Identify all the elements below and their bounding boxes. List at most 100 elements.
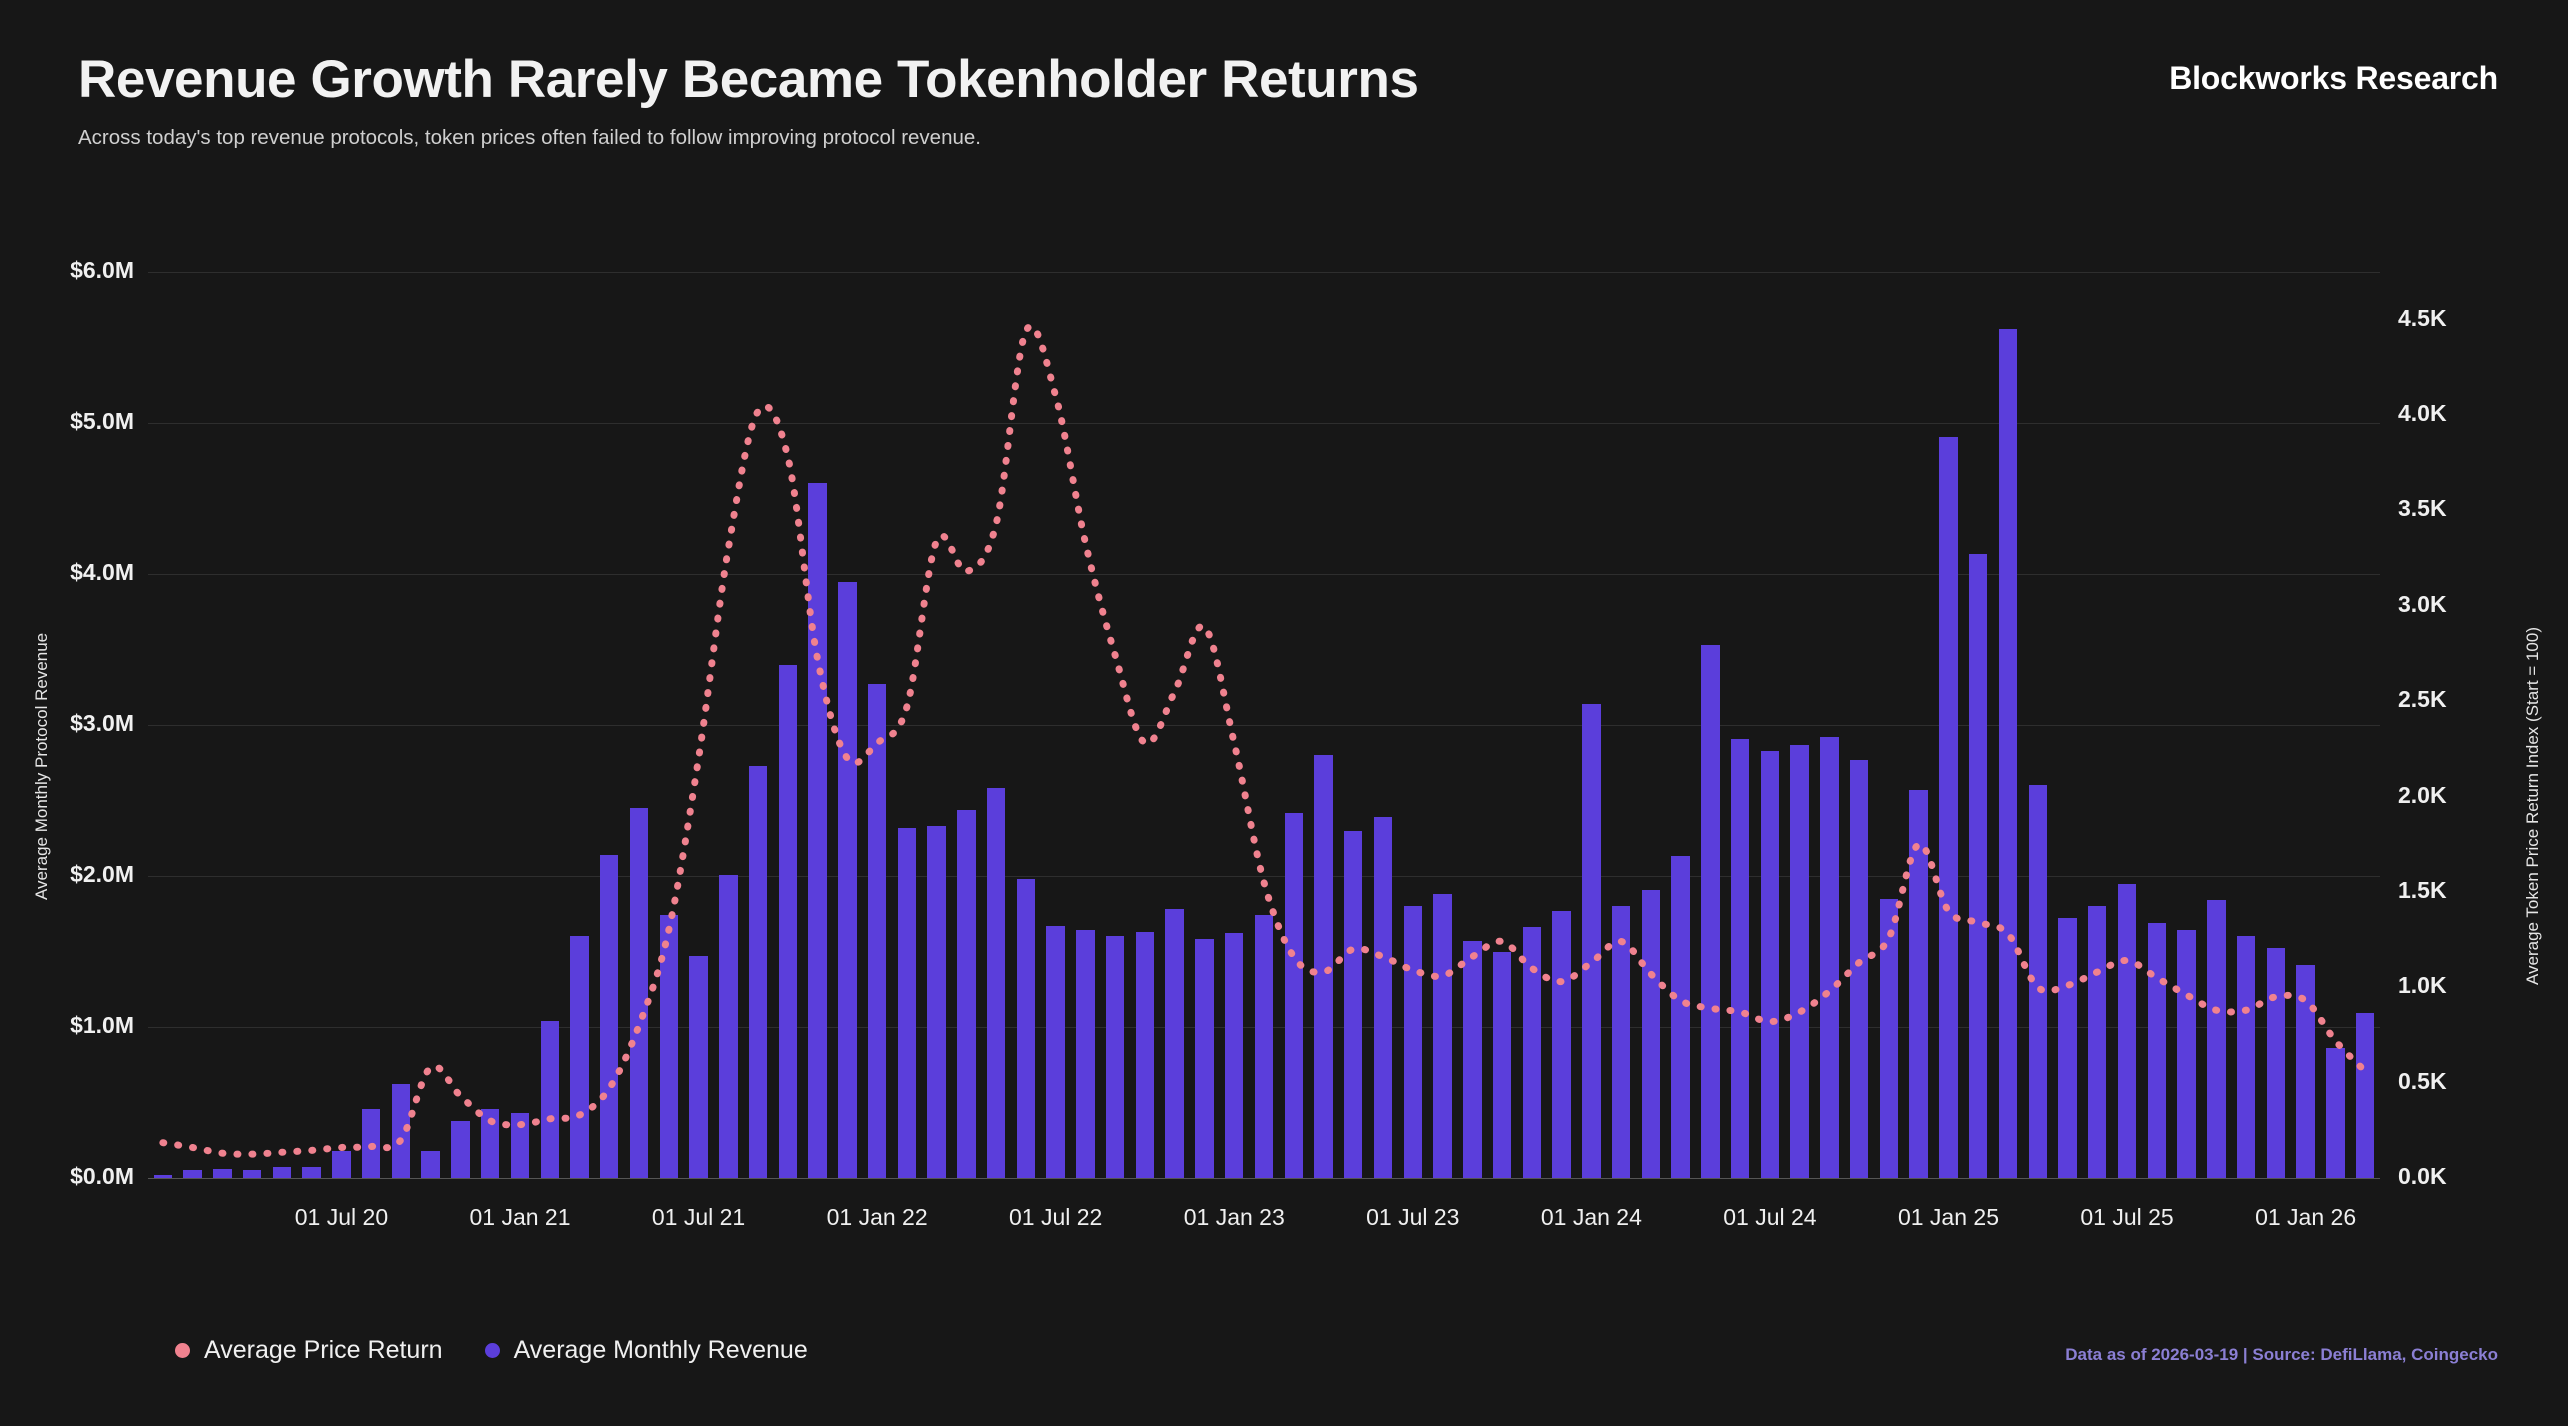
bar bbox=[1582, 703, 1601, 1178]
bar bbox=[1849, 759, 1869, 1178]
bar bbox=[2296, 965, 2315, 1178]
gridline bbox=[148, 876, 2380, 877]
gridline bbox=[148, 423, 2380, 424]
y-axis-left-tick-label: $3.0M bbox=[70, 710, 134, 736]
x-axis-tick-label: 01 Jan 21 bbox=[469, 1204, 571, 1230]
x-axis-tick-label: 01 Jan 23 bbox=[1183, 1204, 1285, 1230]
page-subtitle: Across today's top revenue protocols, to… bbox=[78, 125, 981, 149]
bar bbox=[1671, 856, 1690, 1178]
bar bbox=[927, 826, 946, 1178]
bar bbox=[1730, 738, 1750, 1178]
bar bbox=[242, 1169, 262, 1178]
bar bbox=[2326, 1048, 2345, 1178]
bar bbox=[1225, 933, 1244, 1178]
bar bbox=[153, 1174, 173, 1178]
chart-legend: Average Price Return Average Monthly Reve… bbox=[175, 1336, 808, 1365]
bar bbox=[659, 915, 678, 1178]
bar bbox=[1076, 930, 1095, 1178]
legend-label: Average Monthly Revenue bbox=[513, 1336, 808, 1364]
bar bbox=[629, 808, 649, 1178]
bar bbox=[1195, 939, 1214, 1178]
bar bbox=[213, 1168, 232, 1178]
bar bbox=[1760, 750, 1780, 1178]
x-axis-tick-label: 01 Jul 24 bbox=[1723, 1204, 1817, 1230]
bar bbox=[778, 664, 798, 1178]
y-axis-right-title: Average Token Price Return Index (Start … bbox=[2523, 627, 2542, 985]
gridline bbox=[148, 725, 2380, 726]
bar bbox=[570, 936, 589, 1178]
bar bbox=[421, 1150, 440, 1178]
chart-header: Revenue Growth Rarely Became Tokenholder… bbox=[78, 52, 2498, 162]
gridline bbox=[148, 1178, 2380, 1179]
bar bbox=[2028, 785, 2047, 1178]
bar bbox=[2088, 906, 2107, 1178]
y-axis-right-tick-label: 1.5K bbox=[2398, 876, 2447, 903]
x-axis-tick-label: 01 Jan 26 bbox=[2255, 1204, 2357, 1230]
x-axis-tick-label: 01 Jul 23 bbox=[1366, 1204, 1460, 1230]
bar bbox=[1314, 755, 1333, 1178]
x-axis-tick-label: 01 Jul 21 bbox=[651, 1204, 746, 1230]
legend-dot-icon bbox=[484, 1343, 500, 1358]
bar bbox=[2355, 1013, 2375, 1178]
bar bbox=[391, 1084, 411, 1178]
bar bbox=[1701, 644, 1720, 1178]
bar bbox=[867, 684, 887, 1178]
data-source-footnote: Data as of 2026-03-19 | Source: DefiLlam… bbox=[2065, 1345, 2498, 1364]
y-axis-right-tick-label: 0.5K bbox=[2398, 1067, 2447, 1094]
page-title: Revenue Growth Rarely Became Tokenholder… bbox=[78, 50, 1419, 109]
bar bbox=[1492, 951, 1512, 1178]
bar bbox=[2266, 948, 2286, 1178]
bar bbox=[986, 788, 1006, 1178]
legend-item[interactable]: Average Price Return bbox=[175, 1336, 443, 1365]
y-axis-right-tick-label: 4.0K bbox=[2398, 400, 2447, 427]
bar bbox=[838, 581, 857, 1178]
legend-item[interactable]: Average Monthly Revenue bbox=[484, 1336, 808, 1365]
legend-dot-icon bbox=[175, 1343, 190, 1358]
x-axis-tick-label: 01 Jan 22 bbox=[826, 1204, 928, 1230]
bar bbox=[748, 765, 768, 1178]
bar bbox=[183, 1170, 202, 1178]
y-axis-left-tick-label: $5.0M bbox=[70, 408, 134, 434]
x-axis-tick-label: 01 Jul 22 bbox=[1008, 1204, 1103, 1230]
bar bbox=[719, 874, 738, 1178]
bar bbox=[1522, 927, 1542, 1178]
bar bbox=[808, 483, 827, 1178]
bar bbox=[689, 956, 708, 1178]
x-axis-tick-label: 01 Jan 25 bbox=[1897, 1204, 1999, 1230]
bar bbox=[510, 1113, 530, 1178]
gridline bbox=[148, 574, 2380, 575]
y-axis-left-tick-label: $2.0M bbox=[70, 861, 134, 887]
bar bbox=[332, 1150, 351, 1178]
bar bbox=[897, 827, 917, 1178]
y-axis-right-tick-label: 0.0K bbox=[2398, 1163, 2447, 1189]
bar bbox=[1790, 744, 1809, 1178]
bar bbox=[1939, 436, 1958, 1178]
y-axis-right-tick-label: 2.5K bbox=[2398, 686, 2447, 713]
bar bbox=[272, 1167, 292, 1178]
bar bbox=[302, 1166, 321, 1178]
price-return-path bbox=[159, 322, 2369, 1158]
bar bbox=[481, 1108, 500, 1178]
x-axis-tick-label: 01 Jul 20 bbox=[294, 1204, 389, 1230]
bar bbox=[1046, 925, 1065, 1178]
y-axis-left-title: Average Monthly Protocol Revenue bbox=[32, 632, 51, 900]
bar bbox=[1284, 812, 1303, 1178]
bar bbox=[2207, 900, 2226, 1178]
bar bbox=[2117, 883, 2137, 1178]
bar bbox=[1254, 915, 1274, 1178]
bar bbox=[451, 1120, 470, 1178]
y-axis-left-tick-label: $1.0M bbox=[70, 1012, 134, 1038]
bar bbox=[1969, 554, 1988, 1178]
bar bbox=[1998, 329, 2018, 1178]
y-axis-right-tick-label: 2.0K bbox=[2398, 781, 2447, 808]
x-axis-tick-label: 01 Jan 24 bbox=[1540, 1204, 1642, 1230]
y-axis-right-tick-label: 4.5K bbox=[2398, 304, 2447, 331]
bar bbox=[957, 809, 976, 1178]
y-axis-right-tick-label: 3.0K bbox=[2398, 590, 2447, 617]
bar bbox=[2236, 936, 2256, 1178]
gridline bbox=[148, 272, 2380, 273]
bar bbox=[1820, 737, 1839, 1178]
legend-label: Average Price Return bbox=[204, 1336, 443, 1364]
